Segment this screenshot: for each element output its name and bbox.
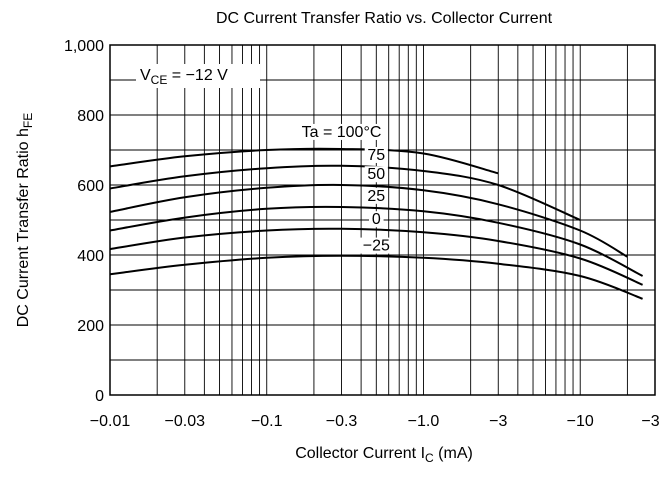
curves	[109, 147, 644, 300]
y-tick-label: 1,000	[64, 38, 104, 55]
y-axis-label-symbol: h	[15, 128, 32, 137]
y-tick-labels: 0 200 400 600 800 1,000	[64, 38, 104, 405]
y-tick-label: 0	[95, 388, 104, 405]
series-label-bg	[360, 237, 393, 254]
condition-subscript: CE	[151, 73, 168, 87]
condition-label: VCE = −12 V	[140, 67, 228, 87]
x-tick-label: −0.3	[326, 413, 358, 430]
series-label-bg	[368, 211, 384, 228]
x-tick-label: −30	[641, 413, 659, 430]
x-axis-label-text: Collector Current	[295, 445, 416, 462]
series-label: 25	[367, 188, 385, 205]
x-axis-label-unit: (mA)	[438, 445, 473, 462]
y-tick-label: 200	[77, 318, 104, 335]
x-tick-label: −10	[567, 413, 594, 430]
x-axis-label-subscript: C	[425, 451, 434, 465]
condition-label-bg	[136, 64, 260, 88]
series-label: −25	[363, 238, 390, 255]
series-label: 75	[367, 147, 385, 164]
plot-frame	[109, 44, 656, 396]
series-label: Ta = 100°C	[302, 124, 382, 141]
x-tick-labels: −0.01 −0.03 −0.1 −0.3 −1.0 −3 −10 −30	[90, 413, 659, 430]
series-line	[109, 254, 643, 300]
series-label-bg	[364, 146, 388, 163]
series-label-bg	[364, 187, 388, 204]
series-line	[109, 205, 644, 277]
x-axis-label-symbol: I	[421, 445, 425, 462]
x-tick-label: −0.03	[165, 413, 206, 430]
x-axis-label: Collector Current IC (mA)	[295, 445, 473, 465]
series-label-bg	[364, 166, 388, 183]
series-labels: Ta = 100°C 75 50 25 0 −25	[295, 123, 393, 255]
series-line	[109, 227, 643, 286]
y-tick-label: 800	[77, 108, 104, 125]
series-line	[109, 147, 499, 175]
y-axis-label-subscript: FE	[21, 113, 35, 128]
series-line	[109, 183, 628, 258]
x-tick-label: −0.01	[90, 413, 131, 430]
condition-suffix: = −12 V	[167, 67, 228, 84]
x-tick-label: −1.0	[408, 413, 440, 430]
series-label-bg	[295, 123, 388, 140]
x-tick-label: −0.1	[251, 413, 283, 430]
y-axis-label-text: DC Current Transfer Ratio	[15, 141, 32, 327]
series-line	[109, 164, 581, 221]
x-tick-label: −3	[489, 413, 507, 430]
y-tick-label: 400	[77, 248, 104, 265]
condition-prefix: V	[140, 67, 151, 84]
series-label: 0	[372, 211, 381, 228]
chart-title: DC Current Transfer Ratio vs. Collector …	[216, 10, 553, 27]
y-tick-label: 600	[77, 178, 104, 195]
series-label: 50	[367, 166, 385, 183]
y-axis-label: DC Current Transfer Ratio hFE	[15, 113, 35, 328]
